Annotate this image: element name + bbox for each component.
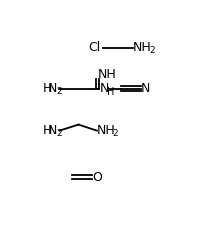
Text: NH: NH: [98, 68, 117, 82]
Text: N: N: [48, 82, 57, 95]
Text: H: H: [43, 82, 52, 95]
Text: NH: NH: [97, 124, 116, 137]
Text: 2: 2: [113, 129, 118, 138]
Text: O: O: [92, 171, 102, 184]
Text: Cl: Cl: [89, 41, 101, 54]
Text: H: H: [107, 87, 114, 97]
Text: N: N: [141, 82, 150, 95]
Text: N: N: [99, 82, 109, 95]
Text: N: N: [48, 124, 57, 137]
Text: 2: 2: [56, 87, 62, 96]
Text: 2: 2: [149, 46, 155, 55]
Text: 2: 2: [56, 129, 62, 138]
Text: H: H: [43, 124, 52, 137]
Text: NH: NH: [133, 41, 151, 54]
